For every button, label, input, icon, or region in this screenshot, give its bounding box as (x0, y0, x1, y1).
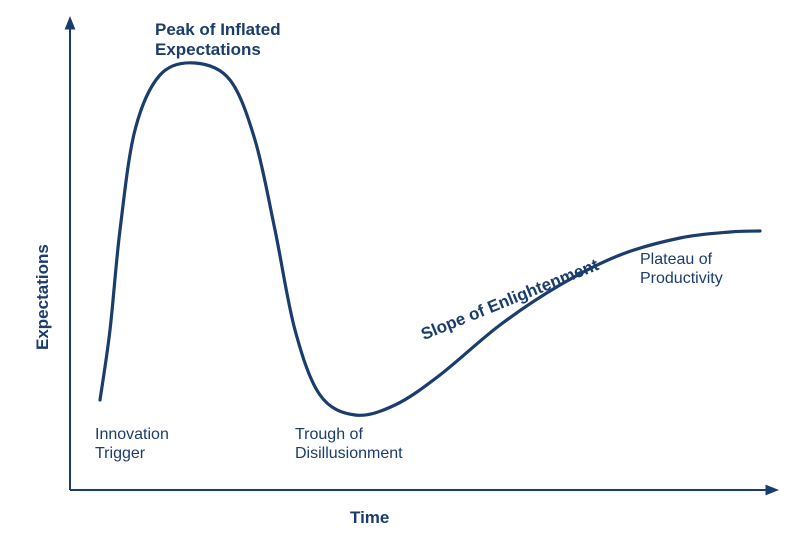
trough-label: Trough of Disillusionment (295, 425, 403, 463)
peak-label: Peak of Inflated Expectations (155, 20, 281, 61)
innovation-label-line2: Trigger (95, 445, 145, 462)
innovation-trigger-label: Innovation Trigger (95, 425, 169, 463)
trough-label-line2: Disillusionment (295, 445, 403, 462)
plateau-label-line1: Plateau of (640, 251, 712, 268)
x-axis-label: Time (350, 508, 389, 528)
innovation-label-line1: Innovation (95, 426, 169, 443)
peak-label-line1: Peak of Inflated (155, 20, 281, 39)
y-axis-label: Expectations (33, 244, 53, 350)
trough-label-line1: Trough of (295, 426, 363, 443)
hype-cycle-chart: Expectations Time Peak of Inflated Expec… (0, 0, 795, 542)
peak-label-line2: Expectations (155, 40, 261, 59)
plateau-label: Plateau of Productivity (640, 250, 723, 288)
plateau-label-line2: Productivity (640, 270, 723, 287)
